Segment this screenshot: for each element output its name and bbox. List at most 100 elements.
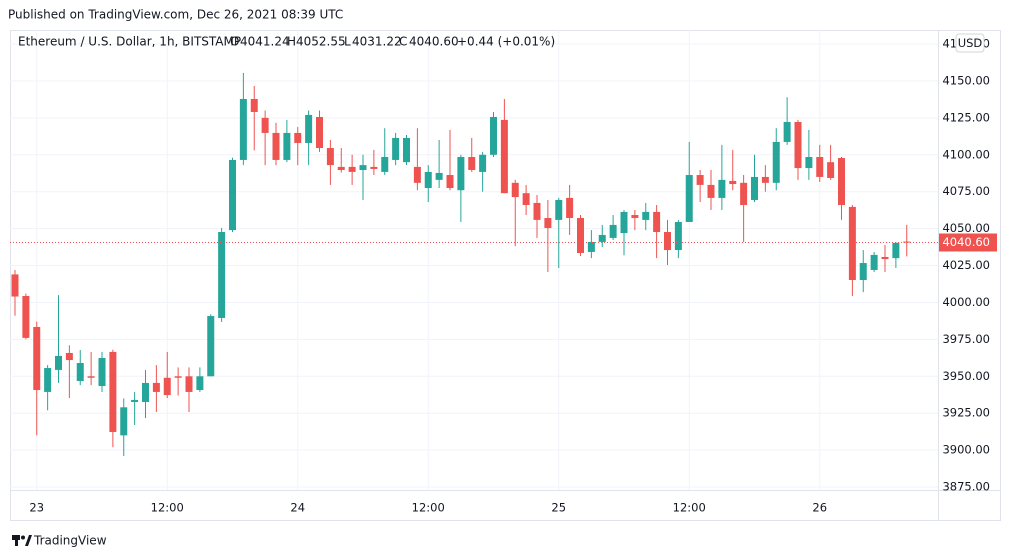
y-tick-label: 4150.00	[942, 73, 990, 87]
candle-body	[827, 162, 835, 178]
candle-body	[729, 180, 737, 185]
candle-body	[272, 132, 280, 160]
y-tick-label: 4100.00	[942, 147, 990, 161]
candle-body	[566, 197, 574, 218]
y-tick-label: 3875.00	[942, 480, 990, 494]
candle-body	[783, 122, 791, 142]
candle-body	[761, 176, 769, 183]
candle-body	[664, 232, 671, 251]
candle-body	[435, 172, 443, 180]
grid	[10, 30, 938, 490]
chart-title: Ethereum / U.S. Dollar, 1h, BITSTAMP	[18, 35, 241, 49]
y-tick-label: 3925.00	[942, 406, 990, 420]
currency-label[interactable]: USD	[958, 36, 983, 50]
legend-label: H	[287, 35, 296, 49]
candle-body	[120, 407, 128, 436]
candle-body	[816, 156, 824, 177]
y-tick-label: 3950.00	[942, 369, 990, 383]
candle-body	[631, 215, 639, 218]
candle-body	[76, 363, 84, 382]
y-tick-label: 4025.00	[942, 258, 990, 272]
candle-body	[229, 159, 236, 231]
candle-body	[207, 316, 215, 377]
candle-body	[740, 182, 748, 205]
candle-body	[305, 114, 313, 143]
candle-body	[98, 357, 106, 387]
candle-body	[653, 211, 661, 233]
candle-body	[707, 184, 715, 198]
x-tick-label: 12:00	[673, 501, 706, 515]
candle-body	[859, 263, 867, 281]
candle-body	[696, 175, 704, 185]
candle-body	[490, 116, 497, 155]
candle-body	[218, 232, 226, 318]
candle-body	[44, 368, 52, 392]
legend-change: +0.44 (+0.01%)	[457, 35, 555, 49]
candle-body	[674, 221, 682, 251]
candle-body	[359, 165, 367, 170]
candle-body	[805, 156, 813, 169]
candle-body	[500, 119, 508, 194]
candle-body	[131, 399, 139, 402]
candle-body	[33, 326, 41, 391]
legend-label: O	[230, 35, 239, 49]
candle-body	[577, 217, 584, 253]
candle-body	[337, 166, 345, 170]
axes: 3875.00 3900.00 3925.00 3950.00 3975.00 4000.…	[29, 37, 997, 515]
candle-body	[751, 176, 758, 200]
brand-name: TradingView	[33, 534, 107, 548]
candle-body	[22, 295, 30, 338]
y-tick-label: 3975.00	[942, 332, 990, 346]
candle-body	[174, 376, 182, 378]
candle-body	[403, 137, 410, 163]
candle-body	[544, 217, 552, 229]
candle-body	[848, 206, 856, 281]
legend: Ethereum / U.S. Dollar, 1h, BITSTAMP O 4…	[18, 35, 555, 49]
candle-body	[903, 241, 911, 243]
candle-body	[620, 211, 628, 234]
candle-body	[261, 117, 269, 133]
candle-body	[881, 256, 889, 260]
candle-body	[468, 156, 476, 170]
candle-body	[11, 274, 19, 297]
candle-body	[87, 376, 95, 378]
candle-body	[794, 122, 802, 169]
candle-body	[152, 382, 160, 392]
candle-body	[533, 202, 541, 220]
candle-body	[892, 242, 900, 259]
chart-frame	[10, 30, 1001, 521]
y-tick-label: 4125.00	[942, 110, 990, 124]
candle-body	[446, 175, 454, 189]
y-tick-label: 4050.00	[942, 221, 990, 235]
candle-body	[772, 141, 780, 183]
candle-body	[326, 147, 334, 166]
candle-body	[381, 156, 389, 172]
x-tick-label: 26	[812, 501, 827, 515]
legend-label: C	[399, 35, 407, 49]
candle-body	[598, 234, 606, 242]
candle-body	[642, 211, 650, 220]
candle-body	[718, 179, 726, 198]
candle-body	[163, 377, 171, 396]
candle-body	[838, 158, 845, 205]
candle-body	[55, 355, 62, 370]
last-price-badge	[939, 233, 997, 252]
candle-body	[239, 98, 247, 160]
published-note: Published on TradingView.com, Dec 26, 20…	[8, 8, 343, 22]
legend-value: 4031.22	[352, 35, 402, 49]
currency-badge[interactable]	[955, 33, 985, 53]
candle-body	[250, 98, 258, 112]
candle-body	[370, 166, 378, 169]
candle-body	[348, 166, 356, 172]
candle-body	[555, 199, 563, 220]
candle-body	[609, 224, 617, 238]
candle-body	[870, 254, 878, 270]
candle-body	[196, 376, 204, 391]
candle-body	[413, 166, 421, 183]
candle-body	[424, 171, 432, 189]
x-tick-label: 25	[551, 501, 566, 515]
candle-body	[457, 156, 465, 191]
candle-body	[392, 137, 400, 160]
last-price-label: 4040.60	[942, 235, 990, 249]
